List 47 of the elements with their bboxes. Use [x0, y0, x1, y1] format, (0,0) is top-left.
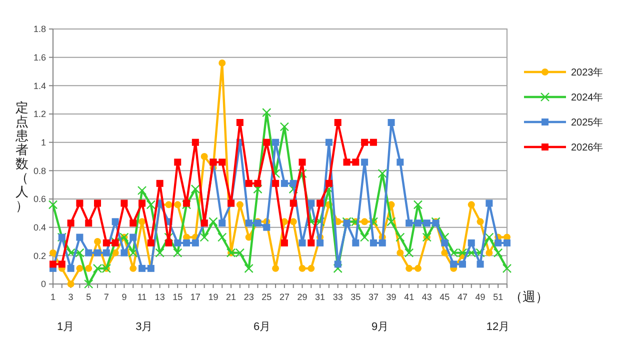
legend-label: 2026年 — [571, 142, 604, 154]
y-tick-label: 0 — [40, 279, 46, 290]
y-tick-label: 0.2 — [33, 250, 46, 261]
x-tick-label: 33 — [332, 292, 343, 302]
x2-tick-label: 1月 — [57, 321, 74, 333]
x-tick-label: 7 — [104, 292, 109, 302]
x-tick-label: 9 — [122, 292, 127, 302]
x-tick-label: 17 — [190, 292, 200, 302]
y-axis-title: 定点患者数（人） — [14, 100, 28, 213]
x-tick-label: 29 — [297, 292, 308, 302]
x-tick-label: 49 — [475, 292, 486, 302]
y-tick-label: 0.4 — [33, 222, 46, 232]
x-tick-label: 45 — [440, 292, 450, 302]
y-tick-label: 1.4 — [33, 80, 46, 91]
x-tick-label: 5 — [86, 292, 92, 302]
x-tick-label: 25 — [262, 292, 272, 302]
y-tick-label: 1.8 — [33, 24, 46, 34]
y-tick-label: 1 — [40, 137, 46, 148]
x-tick-label: 37 — [368, 292, 378, 302]
y-tick-label: 1.6 — [33, 52, 46, 62]
x2-tick-label: 9月 — [371, 321, 389, 333]
y-tick-label: 1.2 — [33, 109, 46, 120]
x-tick-label: 47 — [457, 292, 468, 302]
x-tick-label: 21 — [226, 292, 236, 302]
legend-label: 2024年 — [571, 92, 604, 104]
x-tick-label: 11 — [137, 292, 147, 302]
x-tick-label: 27 — [279, 292, 290, 302]
x-tick-label: 43 — [422, 292, 432, 302]
x-tick-label: 35 — [350, 292, 361, 302]
x2-tick-label: 3月 — [136, 321, 153, 333]
x2-tick-label: 6月 — [254, 321, 271, 333]
legend-label: 2023年 — [571, 66, 604, 78]
x-tick-label: 13 — [154, 292, 165, 302]
x-tick-label: 41 — [404, 292, 414, 302]
x-tick-label: 31 — [315, 292, 326, 302]
x2-tick-label: 12月 — [486, 321, 510, 333]
x-tick-label: 15 — [172, 292, 183, 302]
x-tick-label: 23 — [244, 292, 254, 302]
x-tick-label: 51 — [493, 292, 504, 302]
y-tick-label: 0.8 — [33, 166, 46, 176]
x-axis-title: （週） — [510, 289, 548, 304]
x-tick-label: 19 — [208, 292, 218, 302]
x-tick-label: 1 — [50, 292, 56, 302]
y-tick-label: 0.6 — [33, 194, 46, 204]
legend-label: 2025年 — [571, 116, 604, 128]
x-tick-label: 3 — [68, 292, 74, 302]
x-tick-label: 39 — [386, 292, 396, 302]
